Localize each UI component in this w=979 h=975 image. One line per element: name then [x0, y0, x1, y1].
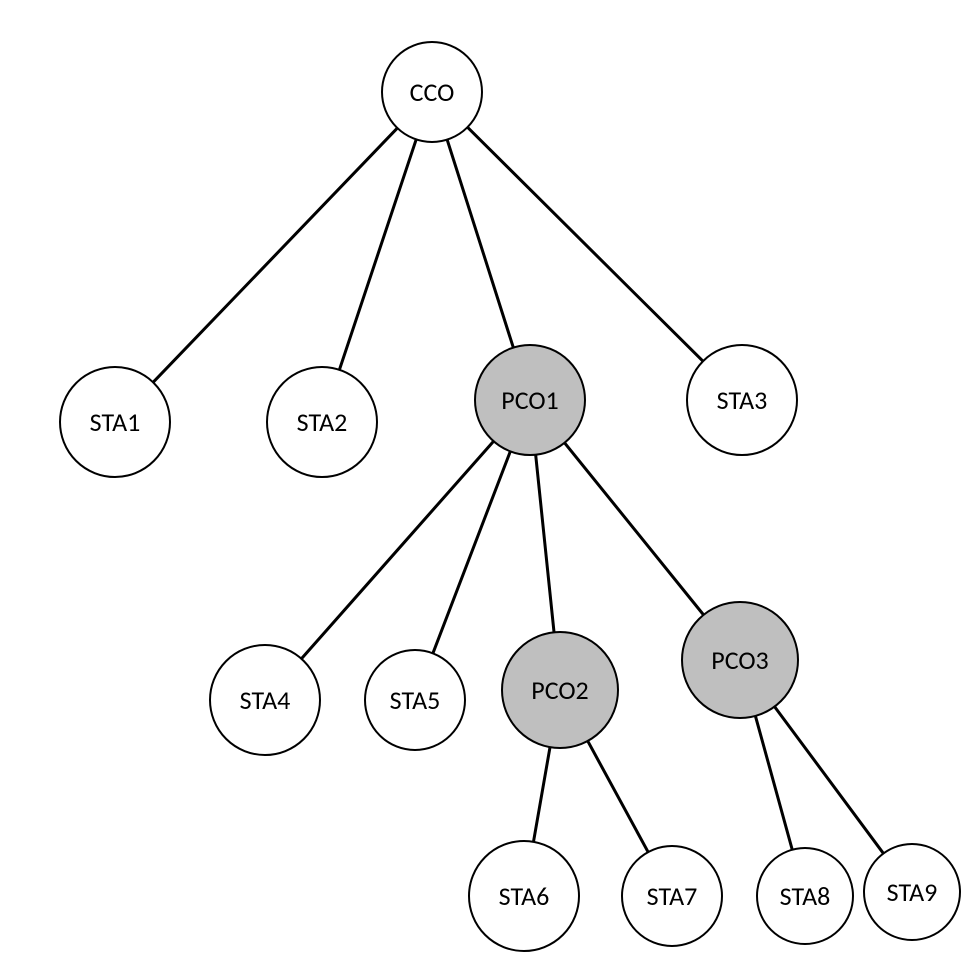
edge-pco1-pco3 [565, 443, 704, 615]
node-label-sta1: STA1 [90, 406, 141, 438]
node-sta1: STA1 [60, 367, 170, 477]
node-label-sta2: STA2 [297, 406, 348, 438]
node-sta6: STA6 [469, 841, 579, 951]
node-sta9: STA9 [864, 844, 960, 940]
node-sta7: STA7 [622, 846, 722, 946]
node-label-sta6: STA6 [499, 880, 550, 912]
node-label-sta9: STA9 [887, 876, 938, 908]
node-label-sta4: STA4 [240, 684, 291, 716]
tree-diagram: CCO STA1 STA2 PCO1 STA3 STA4 STA5 PCO2 PCO3 STA6 S… [0, 0, 979, 975]
node-sta4: STA4 [210, 645, 320, 755]
edge-pco1-sta5 [433, 451, 510, 653]
edge-cco-sta1 [153, 128, 397, 382]
node-label-cco: CCO [410, 76, 455, 108]
edge-cco-pco1 [447, 140, 513, 348]
node-label-pco3: PCO3 [711, 644, 768, 676]
nodes-layer: CCO STA1 STA2 PCO1 STA3 STA4 STA5 PCO2 PCO3 STA6 S… [60, 42, 960, 951]
edge-cco-sta3 [467, 127, 703, 361]
edge-pco2-sta7 [588, 741, 648, 852]
edge-pco3-sta8 [755, 716, 792, 850]
node-sta5: STA5 [365, 650, 465, 750]
edge-cco-sta2 [339, 139, 416, 369]
node-cco: CCO [382, 42, 482, 142]
node-label-pco2: PCO2 [531, 674, 588, 706]
edge-pco2-sta6 [533, 747, 550, 842]
node-label-pco1: PCO1 [501, 384, 558, 416]
edge-pco1-pco2 [536, 455, 554, 633]
node-pco2: PCO2 [502, 632, 618, 748]
node-label-sta5: STA5 [390, 684, 441, 716]
node-sta2: STA2 [267, 367, 377, 477]
node-label-sta3: STA3 [717, 384, 768, 416]
node-label-sta8: STA8 [780, 880, 831, 912]
edge-pco3-sta9 [775, 707, 884, 854]
node-pco1: PCO1 [475, 345, 585, 455]
node-label-sta7: STA7 [647, 880, 698, 912]
node-sta8: STA8 [757, 848, 853, 944]
node-pco3: PCO3 [682, 602, 798, 718]
node-sta3: STA3 [687, 345, 797, 455]
